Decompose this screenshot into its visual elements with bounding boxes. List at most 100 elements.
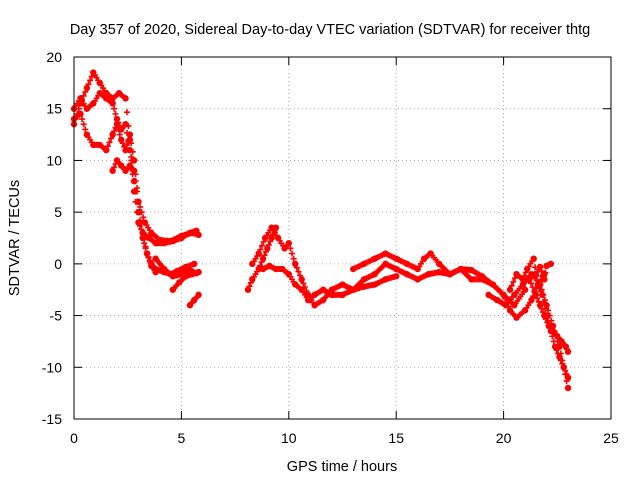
plus-marker	[136, 209, 143, 216]
plus-marker	[511, 275, 518, 282]
y-tick-label: 0	[54, 256, 62, 272]
plus-marker	[123, 109, 130, 116]
plus-marker	[111, 164, 118, 171]
plus-marker	[562, 367, 569, 374]
x-tick-label: 10	[281, 430, 297, 446]
series-trace-10	[259, 262, 400, 304]
series-trace-3	[70, 110, 202, 245]
series-trace-11	[350, 250, 529, 309]
plus-marker	[556, 353, 563, 360]
plus-marker	[109, 131, 116, 138]
plus-marker	[135, 198, 142, 205]
plus-marker	[258, 259, 265, 266]
plus-marker	[538, 268, 545, 275]
plus-marker	[563, 371, 570, 378]
plus-marker	[290, 255, 297, 262]
plus-marker	[542, 269, 549, 276]
x-tick-label: 5	[178, 430, 186, 446]
series-trace-6	[169, 268, 202, 293]
plus-marker	[247, 279, 254, 286]
plus-marker	[559, 360, 566, 367]
plus-marker	[267, 238, 274, 245]
plus-marker	[83, 85, 90, 92]
plus-marker	[544, 319, 551, 326]
plus-marker	[79, 116, 86, 123]
y-tick-label: -10	[42, 359, 62, 375]
plus-marker	[297, 272, 304, 279]
plus-marker	[541, 312, 548, 319]
plus-marker	[111, 128, 118, 135]
plus-marker	[144, 250, 151, 257]
plus-marker	[108, 135, 115, 142]
plus-marker	[508, 282, 515, 289]
plus-marker	[137, 203, 144, 210]
tick-labels: 0 5 10 15 20 25 -15 -10 -5 0 5 10 15 20	[42, 49, 619, 446]
plus-marker	[507, 286, 514, 293]
plus-marker	[82, 88, 89, 95]
plus-marker	[111, 105, 118, 112]
plus-marker	[126, 131, 133, 138]
plus-marker	[557, 357, 564, 364]
plus-marker	[545, 307, 552, 314]
plus-marker	[132, 178, 139, 185]
plus-marker	[541, 276, 548, 283]
plus-marker	[80, 121, 87, 128]
plus-marker	[510, 278, 517, 285]
x-tick-label: 0	[70, 430, 78, 446]
plus-marker	[287, 245, 294, 252]
plus-marker	[520, 288, 527, 295]
plus-marker	[88, 73, 95, 80]
plus-marker	[535, 298, 542, 305]
plus-marker	[246, 283, 253, 290]
series-trace-7	[186, 291, 202, 309]
plus-marker	[113, 121, 120, 128]
plus-marker	[145, 254, 152, 261]
y-tick-label: -15	[42, 411, 62, 427]
plus-marker	[125, 136, 132, 143]
plus-marker	[109, 100, 116, 107]
plus-marker	[537, 288, 544, 295]
plus-marker	[87, 77, 94, 84]
x-tick-label: 20	[496, 430, 512, 446]
plus-marker	[522, 269, 529, 276]
plus-marker	[122, 147, 129, 154]
plus-marker	[122, 95, 129, 102]
plus-marker	[537, 263, 544, 270]
plus-marker	[112, 110, 119, 117]
plus-marker	[540, 298, 547, 305]
plus-marker	[151, 267, 158, 274]
plus-marker	[262, 248, 269, 255]
y-axis-label: SDTVAR / TECUs	[7, 180, 23, 296]
plot-border	[73, 56, 612, 420]
plus-marker	[103, 147, 110, 154]
plus-marker	[129, 148, 136, 155]
plus-marker	[118, 136, 125, 143]
plus-marker	[530, 255, 537, 262]
plus-marker	[260, 238, 267, 245]
plus-marker	[106, 139, 113, 146]
plus-marker	[264, 245, 271, 252]
plus-marker	[85, 81, 92, 88]
plus-marker	[116, 131, 123, 138]
plus-marker	[534, 281, 541, 288]
plus-marker	[115, 126, 122, 133]
plus-marker	[292, 260, 299, 267]
plus-marker	[528, 297, 535, 304]
plus-marker	[529, 284, 536, 291]
x-tick-label: 15	[388, 430, 404, 446]
y-tick-label: 15	[46, 101, 62, 117]
plus-marker	[255, 250, 262, 257]
y-tick-label: 10	[46, 152, 62, 168]
plus-marker	[142, 243, 149, 250]
plus-marker	[537, 302, 544, 309]
plus-marker	[257, 262, 264, 269]
plus-marker	[134, 188, 141, 195]
plus-marker	[563, 346, 570, 353]
tick-marks	[73, 56, 612, 420]
series-trace-14	[526, 276, 572, 355]
x-tick-label: 25	[603, 430, 619, 446]
plus-marker	[257, 246, 264, 253]
plus-marker	[131, 167, 138, 174]
plus-marker	[128, 140, 135, 147]
